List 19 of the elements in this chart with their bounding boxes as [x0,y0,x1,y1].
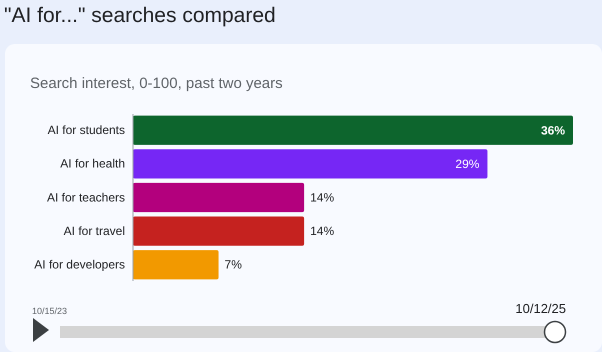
data-label: 36% [540,123,566,138]
y-tick-label: AI for developers [34,258,125,272]
y-tick-label: AI for teachers [46,190,125,204]
data-label: 14% [310,224,334,238]
data-label: 7% [224,258,242,272]
bar [133,250,219,280]
data-label: 14% [310,190,334,204]
y-tick-label: AI for health [60,156,125,171]
y-tick-label: AI for travel [64,224,125,238]
text: 10/15/23 [32,306,68,316]
bar [133,149,488,179]
chart-subtitle: Search interest, 0-100, past two years [30,75,283,92]
chart-title: "AI for..." searches compared [4,4,276,27]
bar [133,216,304,246]
y-tick-label: AI for students [48,123,125,138]
bar [133,182,304,212]
bar [133,116,573,145]
data-label: 29% [455,156,480,171]
text: 10/12/25 [515,301,566,316]
